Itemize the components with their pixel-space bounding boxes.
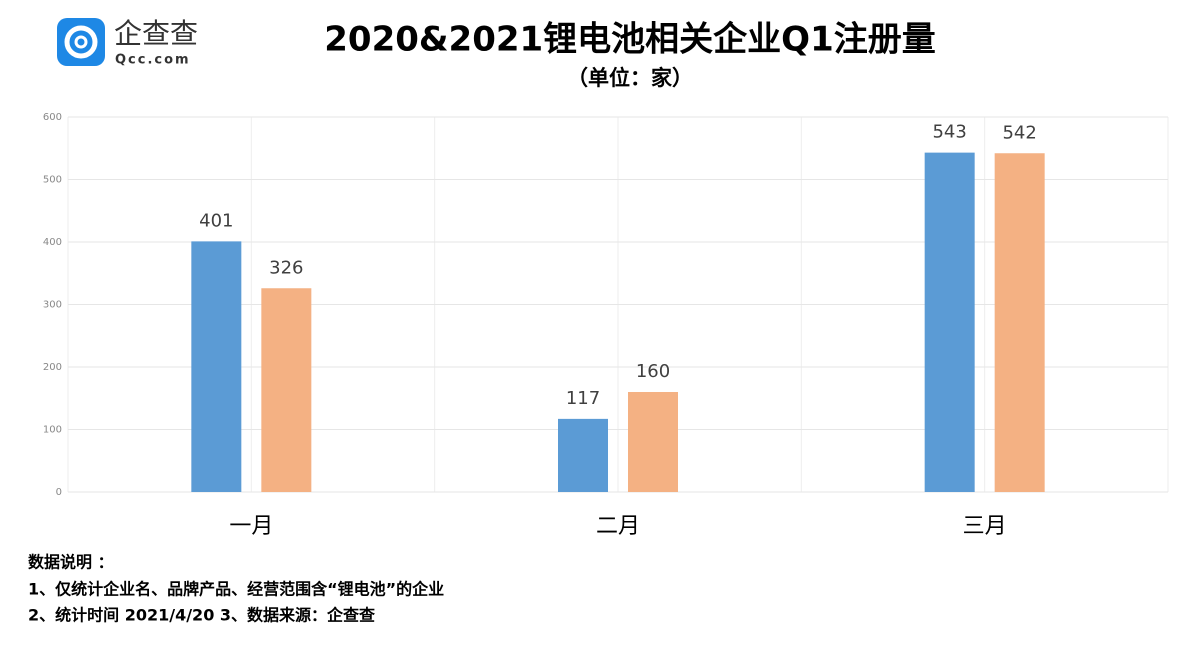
note: 1、仅统计企业名、品牌产品、经营范围含“锂电池”的企业	[28, 580, 444, 599]
logo-icon	[57, 18, 105, 66]
y-tick-label: 400	[43, 237, 62, 248]
value-label: 543	[932, 122, 966, 143]
bar	[628, 392, 678, 492]
x-tick-label: 一月	[229, 514, 273, 539]
y-tick-label: 100	[43, 425, 62, 436]
bar	[261, 288, 312, 492]
value-label: 117	[566, 388, 600, 409]
bar	[191, 241, 242, 492]
logo-name: 企查查	[114, 17, 198, 50]
y-tick-label: 200	[43, 362, 62, 373]
y-tick-label: 600	[43, 112, 62, 123]
note: 数据说明 ：	[28, 553, 114, 572]
y-tick-label: 300	[43, 300, 62, 311]
x-tick-label: 二月	[596, 514, 640, 539]
chart-subtitle: （单位：家）	[567, 66, 693, 90]
value-label: 160	[636, 361, 670, 382]
chart-title: 2020&2021锂电池相关企业Q1注册量	[324, 20, 935, 60]
note: 2、统计时间 2021/4/20 3、数据来源：企查查	[28, 606, 375, 625]
y-tick-label: 500	[43, 175, 62, 186]
bar	[924, 152, 975, 492]
value-label: 401	[199, 210, 233, 231]
logo-site: Qcc.com	[115, 53, 191, 68]
logo-mark	[74, 35, 88, 49]
value-label: 542	[1002, 122, 1036, 143]
logo-mark	[64, 25, 98, 59]
bar	[994, 153, 1045, 492]
y-tick-label: 0	[56, 487, 62, 498]
value-label: 326	[269, 257, 303, 278]
bar	[558, 418, 608, 492]
x-tick-label: 三月	[963, 514, 1007, 539]
